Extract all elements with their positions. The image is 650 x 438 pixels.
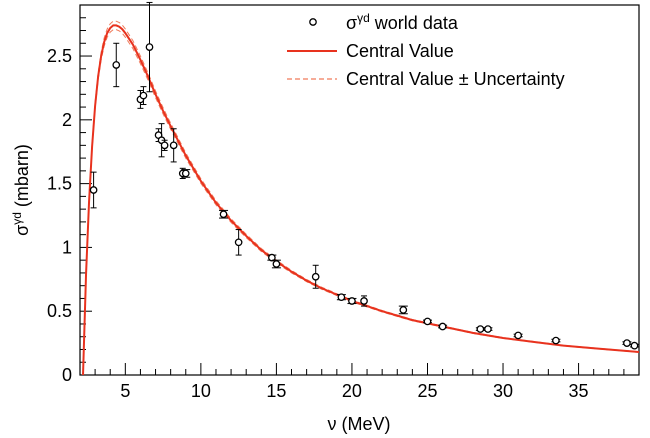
uncertainty-lower-line bbox=[82, 29, 640, 376]
data-point bbox=[438, 322, 448, 331]
data-point bbox=[160, 139, 169, 151]
data-point bbox=[271, 259, 281, 269]
y-tick-label: 1.5 bbox=[47, 174, 72, 194]
data-point bbox=[347, 297, 357, 305]
data-marker bbox=[348, 297, 356, 305]
data-point bbox=[422, 317, 432, 326]
data-marker bbox=[272, 260, 281, 268]
data-marker bbox=[630, 341, 639, 350]
data-marker bbox=[219, 210, 228, 219]
data-point bbox=[311, 264, 320, 289]
data-point bbox=[483, 325, 493, 333]
y-axis-label: σγd (mbarn) bbox=[10, 144, 32, 236]
x-tick-label: 10 bbox=[191, 381, 211, 401]
data-marker bbox=[360, 297, 368, 305]
x-tick-label: 15 bbox=[266, 381, 286, 401]
data-marker bbox=[623, 339, 631, 347]
data-point bbox=[169, 128, 178, 163]
data-point bbox=[145, 1, 154, 93]
legend-label-world-data: σγd world data bbox=[346, 11, 459, 33]
data-point bbox=[219, 209, 229, 219]
data-marker bbox=[181, 169, 190, 178]
data-marker bbox=[438, 322, 447, 331]
data-point bbox=[336, 293, 346, 302]
data-marker bbox=[139, 91, 148, 100]
data-marker bbox=[311, 272, 320, 281]
data-marker bbox=[423, 317, 432, 326]
data-marker bbox=[552, 336, 560, 345]
x-tick-label: 25 bbox=[417, 381, 437, 401]
data-marker bbox=[112, 61, 121, 69]
x-axis-label: ν (MeV) bbox=[328, 414, 391, 434]
data-point bbox=[181, 169, 191, 178]
y-axis-label-rest: (mbarn) bbox=[12, 144, 32, 212]
central-value-curve-group bbox=[82, 24, 640, 376]
x-tick-label: 5 bbox=[120, 381, 130, 401]
y-tick-label: 1 bbox=[62, 237, 72, 257]
legend-label-uncertainty: Central Value ± Uncertainty bbox=[346, 69, 565, 89]
data-marker bbox=[145, 43, 154, 51]
central-value-line bbox=[82, 24, 640, 376]
data-marker bbox=[169, 141, 178, 150]
data-marker bbox=[89, 186, 98, 194]
data-marker bbox=[514, 331, 522, 340]
y-axis-ticks: 0 0.5 1 1.5 2 2.5 bbox=[47, 17, 92, 385]
x-tick-label: 30 bbox=[493, 381, 513, 401]
data-point bbox=[89, 171, 98, 209]
y-tick-label: 2 bbox=[62, 110, 72, 130]
y-tick-label: 0 bbox=[62, 365, 72, 385]
legend-marker-world-data bbox=[309, 18, 317, 26]
y-axis-label-sup: γd bbox=[10, 212, 24, 225]
data-marker bbox=[484, 325, 492, 333]
data-points bbox=[89, 1, 639, 350]
data-point bbox=[112, 42, 121, 88]
data-marker bbox=[160, 141, 169, 150]
data-point bbox=[475, 325, 485, 333]
data-point bbox=[139, 86, 148, 106]
plot-frame bbox=[79, 4, 640, 376]
data-point bbox=[360, 295, 368, 307]
data-marker bbox=[234, 238, 243, 247]
data-marker bbox=[476, 325, 485, 333]
data-marker bbox=[337, 293, 346, 302]
uncertainty-band bbox=[82, 20, 640, 376]
data-point bbox=[622, 339, 632, 347]
data-marker bbox=[268, 253, 276, 262]
y-tick-label: 0.5 bbox=[47, 301, 72, 321]
data-point bbox=[551, 336, 561, 345]
x-axis-ticks: 5 10 15 20 25 30 35 bbox=[79, 363, 640, 401]
data-point bbox=[513, 331, 523, 340]
y-tick-label: 2.5 bbox=[47, 46, 72, 66]
x-tick-label: 20 bbox=[342, 381, 362, 401]
data-point bbox=[629, 341, 639, 350]
y-axis-label-main: σ bbox=[12, 225, 32, 236]
data-point bbox=[398, 305, 408, 315]
data-marker bbox=[399, 306, 408, 314]
legend-label-central-value: Central Value bbox=[346, 41, 454, 61]
legend: σγd world data Central Value Central Val… bbox=[287, 11, 565, 89]
x-tick-label: 35 bbox=[569, 381, 589, 401]
data-point bbox=[234, 229, 243, 256]
